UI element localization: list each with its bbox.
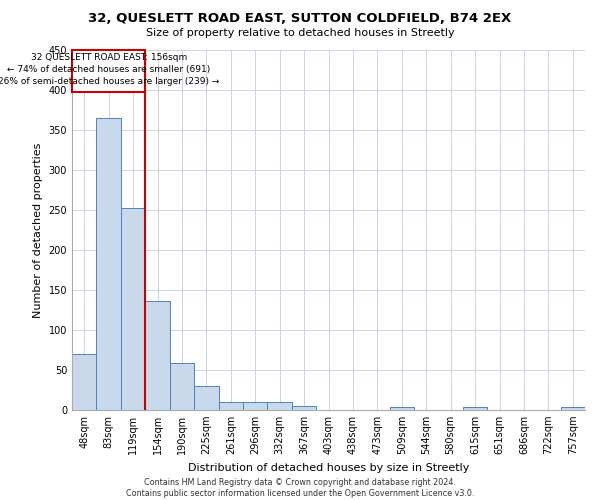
Y-axis label: Number of detached properties: Number of detached properties: [33, 142, 43, 318]
X-axis label: Distribution of detached houses by size in Streetly: Distribution of detached houses by size …: [188, 462, 469, 472]
Bar: [121, 208, 145, 410]
Text: 32, QUESLETT ROAD EAST, SUTTON COLDFIELD, B74 2EX: 32, QUESLETT ROAD EAST, SUTTON COLDFIELD…: [88, 12, 512, 26]
Bar: [145, 301, 170, 410]
Text: Contains HM Land Registry data © Crown copyright and database right 2024.
Contai: Contains HM Land Registry data © Crown c…: [126, 478, 474, 498]
Bar: [72, 354, 97, 410]
Text: Size of property relative to detached houses in Streetly: Size of property relative to detached ho…: [146, 28, 454, 38]
Bar: [218, 402, 243, 410]
Bar: [292, 406, 316, 410]
Bar: [560, 407, 585, 410]
Bar: [463, 407, 487, 410]
Bar: [268, 402, 292, 410]
Bar: [170, 363, 194, 410]
Bar: [389, 407, 414, 410]
Text: ← 74% of detached houses are smaller (691): ← 74% of detached houses are smaller (69…: [7, 65, 210, 74]
Bar: [194, 386, 218, 410]
Text: 32 QUESLETT ROAD EAST: 156sqm: 32 QUESLETT ROAD EAST: 156sqm: [31, 53, 187, 62]
Bar: [243, 402, 268, 410]
Text: 26% of semi-detached houses are larger (239) →: 26% of semi-detached houses are larger (…: [0, 77, 220, 86]
FancyBboxPatch shape: [72, 50, 145, 92]
Bar: [97, 118, 121, 410]
